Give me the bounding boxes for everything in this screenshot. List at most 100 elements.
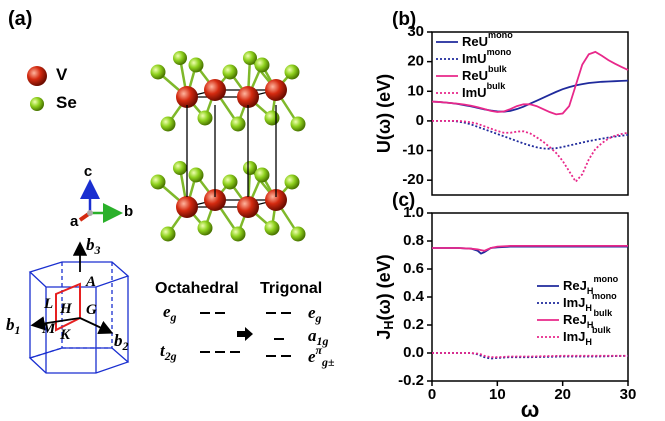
y-tick-label: -20 bbox=[402, 171, 424, 188]
se-atom bbox=[189, 58, 204, 73]
y-tick-label: 0 bbox=[416, 112, 424, 129]
text-part: 0 bbox=[428, 386, 436, 403]
vector-label: b1​ bbox=[6, 315, 20, 337]
y-tick-label: -10 bbox=[402, 142, 424, 159]
v-atom bbox=[237, 86, 259, 108]
se-atom bbox=[173, 51, 187, 65]
vector-label: b2​ bbox=[114, 331, 129, 353]
text-part: 0.4 bbox=[403, 288, 425, 305]
y-tick-label: 0.6 bbox=[403, 260, 424, 277]
axis-label: b bbox=[124, 203, 133, 220]
se-atom bbox=[255, 168, 270, 183]
k-point: L bbox=[43, 296, 53, 312]
se-atom bbox=[291, 117, 306, 132]
text-part: ImJ bbox=[563, 295, 585, 310]
legend-sphere bbox=[30, 97, 44, 111]
k-point: H bbox=[59, 301, 73, 317]
text-part: mono bbox=[592, 291, 617, 301]
y-tick-label: 0.8 bbox=[403, 232, 424, 249]
k-point: G bbox=[86, 302, 97, 318]
se-atom bbox=[151, 175, 166, 190]
y-tick-label: -0.2 bbox=[398, 372, 424, 389]
text-part: a bbox=[70, 213, 79, 230]
text-part: 30 bbox=[407, 23, 424, 40]
text-part: (a) bbox=[8, 8, 32, 30]
series-line bbox=[432, 121, 628, 182]
text-part: 2g bbox=[164, 349, 177, 363]
text-part: bulk bbox=[592, 325, 612, 335]
text-part: ReU bbox=[462, 68, 488, 83]
y-tick-label: 0.4 bbox=[403, 288, 425, 305]
k-point: M bbox=[41, 321, 56, 337]
level-label: eg​ bbox=[163, 302, 177, 324]
text-part: 3 bbox=[94, 243, 101, 257]
v-atom bbox=[204, 79, 226, 101]
series-line bbox=[432, 246, 628, 251]
panel-a: (a) V Se c b a b3​ b1​ b2​ A L bbox=[6, 8, 335, 373]
chart: (b)U(ω) (eV)-20-100102030ReUmono​ImUmono… bbox=[374, 9, 628, 195]
text-part: ReJ bbox=[563, 278, 587, 293]
axis-label: a bbox=[70, 213, 79, 230]
text-part: 0.2 bbox=[403, 316, 424, 333]
text-part: 2 bbox=[122, 339, 129, 353]
se-atom bbox=[265, 221, 280, 236]
text-part: b bbox=[114, 331, 123, 350]
se-atom bbox=[189, 168, 204, 183]
se-atom bbox=[161, 227, 176, 242]
k-point: A bbox=[85, 274, 96, 290]
text-part: H bbox=[59, 301, 73, 317]
text-part: 10 bbox=[407, 82, 424, 99]
figure: (a) V Se c b a b3​ b1​ b2​ A L bbox=[0, 0, 665, 421]
legend-sphere bbox=[27, 66, 47, 86]
se-atom bbox=[231, 227, 246, 242]
x-tick-label: 30 bbox=[620, 386, 637, 403]
se-atom bbox=[151, 65, 166, 80]
text-part: g bbox=[170, 310, 177, 324]
text-part: 10 bbox=[489, 386, 506, 403]
y-axis-label: U(ω) (eV) bbox=[374, 74, 394, 153]
text-part: ImU bbox=[462, 85, 487, 100]
y-tick-label: 0.0 bbox=[403, 344, 424, 361]
text-part: bulk bbox=[488, 64, 508, 74]
y-tick-label: 1.0 bbox=[403, 204, 424, 221]
text-part: U(ω) (eV) bbox=[374, 74, 394, 153]
text-part: L bbox=[43, 296, 53, 312]
text-part: -10 bbox=[402, 142, 424, 159]
level-label: eg​ bbox=[308, 303, 322, 325]
x-tick-label: 0 bbox=[428, 386, 436, 403]
cell-edge bbox=[187, 200, 276, 207]
axis-label: c bbox=[84, 163, 92, 180]
text-part: 0.6 bbox=[403, 260, 424, 277]
panel-label: (a) bbox=[8, 8, 32, 30]
se-atom bbox=[285, 65, 300, 80]
text-part: ImU bbox=[462, 51, 487, 66]
series-line bbox=[432, 353, 628, 357]
text-part: A bbox=[85, 274, 96, 290]
text-part: bulk bbox=[487, 81, 507, 91]
text-part: Se bbox=[56, 93, 77, 112]
se-atom bbox=[255, 58, 270, 73]
se-atom bbox=[223, 65, 238, 80]
text-part: mono bbox=[593, 274, 618, 284]
text-part: 20 bbox=[407, 53, 424, 70]
text-part: mono bbox=[488, 30, 513, 40]
text-part: ω bbox=[521, 397, 540, 421]
transition-arrow bbox=[237, 327, 253, 341]
text-part: 0.0 bbox=[403, 344, 424, 361]
text-part: (ω) (eV) bbox=[374, 254, 394, 320]
y-tick-label: 30 bbox=[407, 23, 424, 40]
text-part: H bbox=[382, 321, 396, 330]
text-part: ReU bbox=[462, 34, 488, 49]
text-part: -0.2 bbox=[398, 372, 424, 389]
text-part: V bbox=[56, 65, 68, 84]
se-atom bbox=[291, 227, 306, 242]
text-part: 1.0 bbox=[403, 204, 424, 221]
level-label: t2g​ bbox=[160, 341, 177, 363]
text-part: H bbox=[585, 337, 592, 347]
text-part: b bbox=[86, 235, 95, 254]
text-part: J bbox=[374, 330, 394, 340]
legend-label: V bbox=[56, 65, 68, 84]
text-part: g± bbox=[321, 355, 335, 369]
v-atom bbox=[176, 86, 198, 108]
text-part: -20 bbox=[402, 171, 424, 188]
